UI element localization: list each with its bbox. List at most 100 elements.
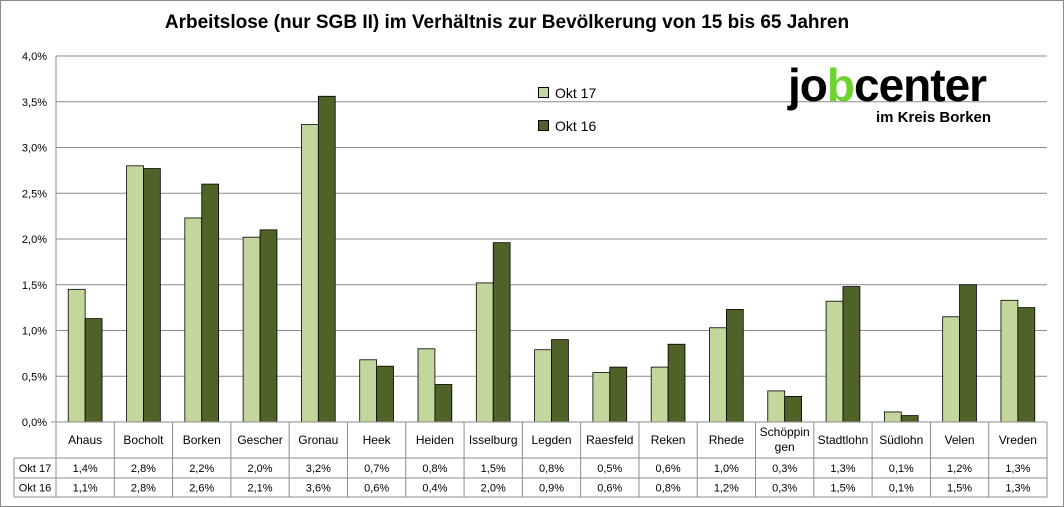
x-tick-label-line: gen <box>775 440 795 454</box>
bar-okt17-gronau <box>301 124 319 423</box>
x-tick-label: Borken <box>183 433 221 447</box>
bar-okt17-isselburg <box>475 282 494 423</box>
data-label: 1,5% <box>947 483 972 495</box>
bar-okt17-raesfeld <box>592 372 611 423</box>
bar-okt16-heek <box>376 365 394 423</box>
data-label: 1,1% <box>73 483 98 495</box>
x-tick-label: Velen <box>945 433 975 447</box>
bar-okt16-gescher <box>259 229 278 423</box>
data-label: 2,6% <box>189 483 214 495</box>
data-label: 2,0% <box>247 463 272 475</box>
x-tick-label-line: Rhede <box>709 433 745 447</box>
data-label: 1,5% <box>481 463 506 475</box>
data-label: 2,8% <box>131 463 156 475</box>
x-tick-label: Schöppin gen <box>760 425 810 454</box>
bar-okt16-borken <box>201 183 220 423</box>
data-label: 0,6% <box>656 463 681 475</box>
bar-okt16-stadtlohn <box>842 286 861 423</box>
data-label: 0,7% <box>364 463 389 475</box>
data-label: 3,6% <box>306 483 331 495</box>
bar-okt16-schöppingen <box>784 395 802 423</box>
x-tick-label-line: Ahaus <box>68 433 102 447</box>
bar-okt17-stadtlohn <box>825 300 844 423</box>
x-tick-label: Heek <box>363 433 392 447</box>
x-tick-label: Südlohn <box>879 433 923 447</box>
x-tick-label: Isselburg <box>469 433 518 447</box>
data-label: 0,1% <box>889 463 914 475</box>
data-label: 0,8% <box>539 463 564 475</box>
bar-okt16-gronau <box>317 95 336 423</box>
x-tick-label-line: Raesfeld <box>586 433 633 447</box>
data-label: 2,1% <box>247 483 272 495</box>
bar-okt17-schöppingen <box>767 390 786 423</box>
data-label: 1,2% <box>714 483 739 495</box>
data-label: 0,6% <box>597 483 622 495</box>
legend-swatch-okt16 <box>538 120 549 131</box>
x-tick-label-line: Heek <box>363 433 392 447</box>
x-tick-label: Reken <box>651 433 686 447</box>
bar-okt16-südlohn <box>900 415 919 423</box>
x-tick-label: Gescher <box>237 433 282 447</box>
x-tick-label-line: Borken <box>183 433 221 447</box>
legend-label-okt17: Okt 17 <box>555 84 597 101</box>
bar-okt16-isselburg <box>492 242 511 423</box>
bar-okt16-bocholt <box>143 168 161 423</box>
data-label: 3,2% <box>306 463 331 475</box>
y-tick-label: 3,0% <box>22 143 47 155</box>
logo-text-b: b <box>826 59 855 111</box>
legend-item-okt17: Okt 17 <box>538 76 596 109</box>
x-tick-label-line: Gronau <box>298 433 338 447</box>
x-tick-label: Bocholt <box>123 433 164 447</box>
chart-title: Arbeitslose (nur SGB II) im Verhältnis z… <box>164 12 850 33</box>
data-label: 0,5% <box>597 463 622 475</box>
bar-okt16-heiden <box>434 384 453 423</box>
y-tick-label: 1,0% <box>22 326 47 338</box>
x-tick-label-line: Reken <box>651 433 686 447</box>
x-tick-label-line: Legden <box>531 433 571 447</box>
bar-okt16-raesfeld <box>609 366 628 423</box>
x-tick-label-line: Stadtlohn <box>818 433 869 447</box>
x-tick-label: Heiden <box>416 433 454 447</box>
bar-okt17-vreden <box>1000 299 1019 423</box>
data-label: 1,5% <box>830 483 855 495</box>
bar-okt16-velen <box>959 284 977 423</box>
bar-okt17-heek <box>359 359 378 423</box>
data-label: 1,3% <box>1005 483 1030 495</box>
legend: Okt 17 Okt 16 <box>538 76 596 142</box>
x-tick-label-line: Heiden <box>416 433 454 447</box>
data-label: 1,4% <box>73 463 98 475</box>
jobcenter-logo: jobcenter im Kreis Borken <box>788 59 1033 132</box>
logo-text-c: center <box>854 59 987 111</box>
data-label: 1,2% <box>947 463 972 475</box>
logo-subtitle: im Kreis Borken <box>876 109 992 126</box>
x-tick-label-line: Gescher <box>237 433 282 447</box>
data-label: 0,3% <box>772 483 797 495</box>
logo-text-a: jo <box>788 59 828 111</box>
data-label: 0,4% <box>422 483 447 495</box>
x-tick-label-line: Bocholt <box>123 433 164 447</box>
x-tick-label: Gronau <box>298 433 338 447</box>
x-tick-label-line: Velen <box>945 433 975 447</box>
y-tick-label: 1,5% <box>22 280 47 292</box>
x-tick-label: Ahaus <box>68 433 102 447</box>
x-tick-label-line: Südlohn <box>879 433 923 447</box>
y-tick-label: 0,5% <box>22 371 47 383</box>
bar-okt16-legden <box>551 339 569 423</box>
data-label: 0,9% <box>539 483 564 495</box>
y-tick-label: 0,0% <box>22 417 47 429</box>
bar-okt17-legden <box>534 349 552 423</box>
legend-swatch-okt17 <box>538 87 549 98</box>
bar-okt16-ahaus <box>84 318 103 423</box>
bar-okt17-gescher <box>242 236 261 423</box>
y-tick-label: 2,0% <box>22 234 47 246</box>
legend-item-okt16: Okt 16 <box>538 109 596 142</box>
x-tick-label: Raesfeld <box>586 433 633 447</box>
bar-okt17-bocholt <box>126 165 144 423</box>
data-label: 2,0% <box>481 483 506 495</box>
data-label: 2,2% <box>189 463 214 475</box>
x-tick-label: Vreden <box>999 433 1037 447</box>
bar-okt16-rhede <box>725 309 744 423</box>
bar-okt17-reken <box>650 366 669 423</box>
legend-label-okt16: Okt 16 <box>555 117 597 134</box>
y-tick-label: 4,0% <box>22 51 47 63</box>
